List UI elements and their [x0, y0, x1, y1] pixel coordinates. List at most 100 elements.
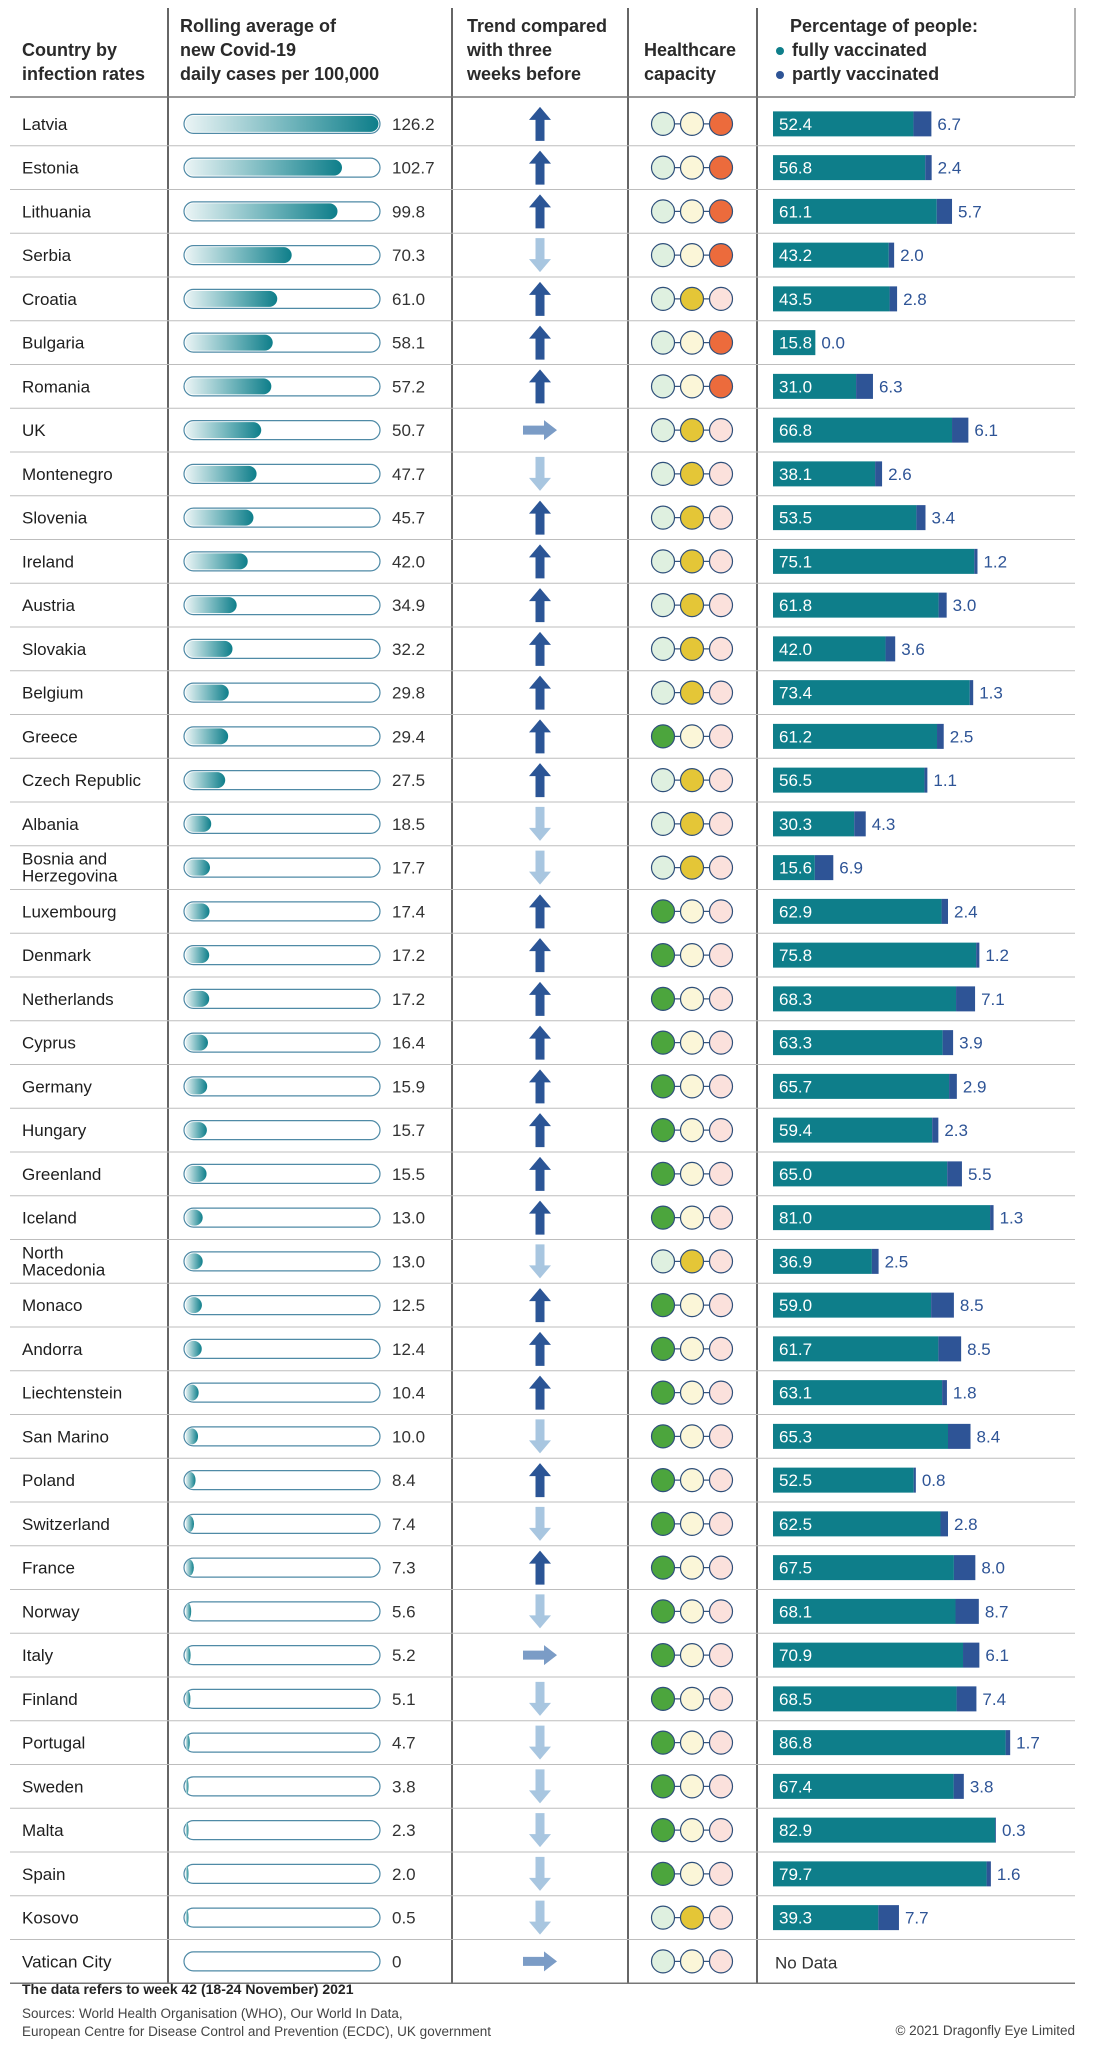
case-bar-track	[183, 1951, 381, 1972]
case-bar-track	[183, 1863, 381, 1884]
partly-vaccinated-bar	[925, 155, 932, 181]
trend-up-arrow	[529, 1069, 551, 1104]
country-label: Ireland	[22, 552, 74, 571]
header-trend-line: with three	[467, 40, 553, 60]
country-label: Andorra	[22, 1340, 83, 1359]
case-bar	[185, 1603, 192, 1620]
healthcare-capacity-circle	[650, 768, 676, 793]
country-label: Sweden	[22, 1777, 83, 1796]
partly-vaccinated-bar	[913, 111, 932, 137]
fully-vaccinated-label: 70.9	[779, 1646, 812, 1665]
header-rolling-line: new Covid-19	[180, 40, 297, 60]
case-value-label: 126.2	[392, 115, 435, 134]
healthcare-capacity-circle	[708, 1468, 734, 1493]
country-label: Slovenia	[22, 509, 88, 528]
case-bar	[185, 1209, 203, 1226]
case-value-label: 47.7	[392, 465, 425, 484]
partly-vaccinated-label: 7.7	[905, 1909, 929, 1928]
partly-vaccinated-bar	[963, 1642, 980, 1668]
healthcare-capacity-circle	[708, 855, 734, 880]
legend-fully-dot	[776, 47, 784, 56]
partly-vaccinated-bar	[938, 592, 947, 618]
country-label: Spain	[22, 1865, 65, 1884]
partly-vaccinated-bar	[1005, 1730, 1011, 1756]
case-bar	[185, 1384, 199, 1401]
country-label: Bosnia and	[22, 850, 107, 869]
partly-vaccinated-bar	[937, 723, 944, 749]
partly-vaccinated-label: 4.3	[872, 815, 896, 834]
healthcare-capacity-circle	[679, 418, 705, 443]
case-bar	[185, 947, 210, 964]
healthcare-capacity-circle	[650, 461, 676, 486]
trend-up-arrow	[529, 1156, 551, 1191]
trend-up-arrow	[529, 106, 551, 141]
healthcare-capacity-circle	[650, 1424, 676, 1449]
fully-vaccinated-bar	[773, 1117, 933, 1143]
partly-vaccinated-bar	[931, 1292, 954, 1318]
fully-vaccinated-label: 62.5	[779, 1515, 812, 1534]
partly-vaccinated-bar	[885, 636, 896, 662]
case-bar	[185, 772, 226, 789]
healthcare-capacity-circle	[650, 199, 676, 224]
partly-vaccinated-label: 2.5	[950, 727, 974, 746]
healthcare-capacity-circle	[679, 549, 705, 574]
partly-vaccinated-bar	[942, 1030, 954, 1056]
trend-up-arrow	[529, 369, 551, 404]
fully-vaccinated-label: 31.0	[779, 377, 812, 396]
country-label: Italy	[22, 1646, 54, 1665]
fully-vaccinated-bar	[773, 636, 886, 662]
legend-fully: fully vaccinated	[776, 38, 978, 62]
case-value-label: 99.8	[392, 202, 425, 221]
partly-vaccinated-label: 3.4	[931, 509, 955, 528]
partly-vaccinated-bar	[941, 898, 949, 924]
healthcare-capacity-circle	[679, 505, 705, 530]
partly-vaccinated-bar	[942, 1380, 947, 1406]
case-bar	[185, 1472, 196, 1489]
fully-vaccinated-bar	[773, 1905, 879, 1931]
partly-vaccinated-bar	[969, 680, 974, 706]
fully-vaccinated-label: 43.2	[779, 246, 812, 265]
partly-vaccinated-label: 3.6	[901, 640, 925, 659]
partly-vaccinated-label: 1.3	[1000, 1209, 1024, 1228]
fully-vaccinated-bar	[773, 1511, 941, 1537]
trend-up-arrow	[529, 150, 551, 185]
trend-down-arrow	[529, 1856, 551, 1891]
healthcare-capacity-circle	[679, 461, 705, 486]
partly-vaccinated-bar	[953, 1773, 964, 1799]
country-label: Vatican City	[22, 1952, 112, 1971]
partly-vaccinated-bar	[913, 1467, 916, 1493]
fully-vaccinated-bar	[773, 1467, 914, 1493]
healthcare-capacity-circle	[708, 243, 734, 268]
case-value-label: 17.2	[392, 946, 425, 965]
fully-vaccinated-label: 65.3	[779, 1427, 812, 1446]
healthcare-capacity-circle	[708, 418, 734, 443]
case-value-label: 42.0	[392, 552, 425, 571]
fully-vaccinated-label: 15.6	[779, 859, 812, 878]
country-label: Estonia	[22, 159, 79, 178]
partly-vaccinated-label: 7.1	[981, 990, 1005, 1009]
fully-vaccinated-bar	[773, 1248, 872, 1274]
fully-vaccinated-label: 52.5	[779, 1471, 812, 1490]
case-bar-track	[183, 857, 381, 878]
trend-up-arrow	[529, 1025, 551, 1060]
country-label: UK	[22, 421, 46, 440]
partly-vaccinated-label: 2.8	[954, 1515, 978, 1534]
fully-vaccinated-label: 66.8	[779, 421, 812, 440]
trend-down-arrow	[529, 1769, 551, 1804]
fully-vaccinated-bar	[773, 1817, 996, 1843]
healthcare-capacity-circle	[708, 1293, 734, 1318]
partly-vaccinated-label: 5.7	[958, 202, 982, 221]
healthcare-capacity-circle	[650, 899, 676, 924]
fully-vaccinated-label: 56.8	[779, 159, 812, 178]
case-bar	[185, 334, 273, 351]
healthcare-capacity-circle	[679, 1074, 705, 1099]
healthcare-capacity-circle	[650, 1511, 676, 1536]
partly-vaccinated-bar	[956, 1686, 977, 1712]
fully-vaccinated-label: 67.4	[779, 1777, 812, 1796]
partly-vaccinated-bar	[814, 855, 834, 881]
case-bar-track	[183, 901, 381, 922]
partly-vaccinated-label: 8.5	[960, 1296, 984, 1315]
country-label: Norway	[22, 1602, 80, 1621]
partly-vaccinated-label: 1.3	[979, 684, 1003, 703]
